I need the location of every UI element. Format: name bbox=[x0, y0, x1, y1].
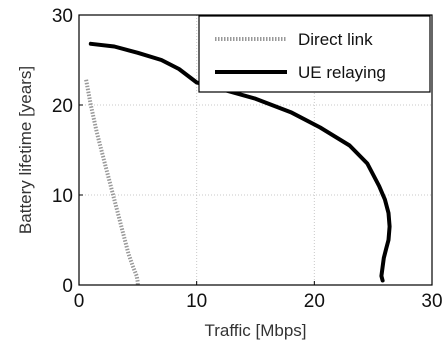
x-tick-label-10: 10 bbox=[186, 291, 207, 312]
x-tick-label-30: 30 bbox=[421, 291, 442, 312]
series-lines bbox=[84, 41, 392, 285]
tick-labels: 0 10 20 30 0 10 20 30 bbox=[52, 6, 443, 312]
y-tick-label-20: 20 bbox=[52, 96, 73, 117]
y-tick-label-30: 30 bbox=[52, 6, 73, 27]
series-line-direct-link bbox=[84, 79, 140, 285]
x-axis-label: Traffic [Mbps] bbox=[204, 321, 306, 340]
y-tick-label-0: 0 bbox=[62, 276, 73, 297]
y-tick-label-10: 10 bbox=[52, 186, 73, 207]
plot-frame bbox=[78, 14, 433, 286]
legend-label-ue-relaying: UE relaying bbox=[298, 63, 386, 82]
x-tick-label-0: 0 bbox=[74, 291, 85, 312]
y-axis-label: Battery lifetime [years] bbox=[16, 66, 35, 234]
legend-label-direct-link: Direct link bbox=[298, 30, 373, 49]
x-tick-label-20: 20 bbox=[304, 291, 325, 312]
legend: Direct link UE relaying bbox=[198, 15, 431, 93]
series-line-ue-relaying bbox=[88, 41, 392, 283]
legend-box bbox=[198, 15, 431, 93]
